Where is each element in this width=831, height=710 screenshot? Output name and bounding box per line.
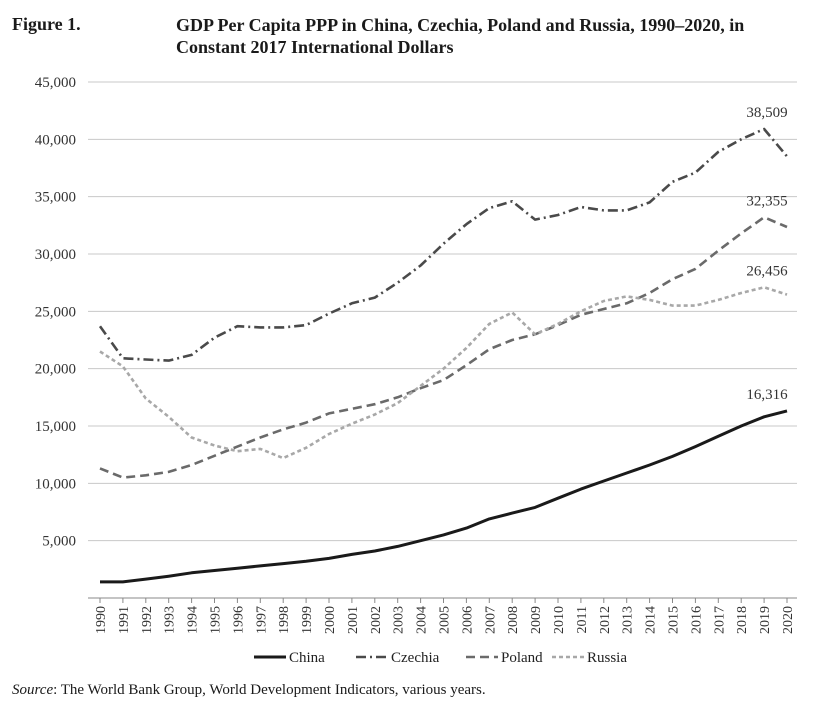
source-label: Source [12, 682, 54, 698]
series-line-czechia [98, 127, 788, 362]
series-line-russia [99, 285, 788, 460]
x-tick-label: 1997 [254, 606, 269, 634]
x-tick-label: 2020 [781, 606, 796, 634]
y-tick-label: 25,000 [35, 304, 76, 320]
legend-label-russia: Russia [587, 650, 627, 666]
grid [88, 81, 797, 542]
x-tick-label: 1999 [300, 606, 315, 634]
y-axis: 5,000 10,000 15,000 20,000 25,000 30,000 35,00… [35, 75, 76, 550]
x-tick-label: 2017 [712, 606, 727, 634]
chart-title: GDP Per Capita PPP in China, Czechia, Po… [176, 15, 745, 57]
x-tick-label: 2000 [323, 606, 338, 634]
y-tick-label: 35,000 [35, 190, 76, 206]
x-axis: 1990 1991 1992 1993 1994 1995 1996 1997 1998 1999… [88, 597, 797, 634]
end-label-poland: 32,355 [746, 193, 787, 209]
x-tick-label: 2007 [483, 606, 498, 634]
end-label-czechia: 38,509 [746, 105, 787, 121]
x-tick-label: 2006 [460, 606, 475, 634]
x-tick-label: 1991 [117, 606, 132, 634]
legend: China Czechia Poland Russia [254, 650, 627, 666]
x-tick-label: 2003 [392, 606, 407, 634]
x-tick-label: 2001 [346, 606, 361, 634]
legend-label-poland: Poland [501, 650, 543, 666]
end-label-russia: 26,456 [746, 263, 788, 279]
y-tick-label: 45,000 [35, 75, 76, 91]
x-tick-label: 2013 [621, 606, 636, 634]
source-text: : The World Bank Group, World Developmen… [53, 682, 486, 698]
x-tick-label: 2015 [667, 606, 682, 634]
x-tick-label: 2009 [529, 606, 544, 634]
x-tick-label: 2008 [506, 606, 521, 634]
x-tick-label: 2016 [689, 606, 704, 634]
x-tick-label: 2019 [758, 606, 773, 634]
x-tick-label: 2004 [415, 606, 430, 634]
x-tick-label: 1990 [94, 606, 109, 634]
legend-label-china: China [289, 650, 325, 666]
series-line-poland [99, 216, 788, 479]
y-tick-label: 20,000 [35, 362, 76, 378]
source-note: Source: The World Bank Group, World Deve… [12, 682, 486, 699]
x-tick-label: 2002 [369, 606, 384, 634]
legend-label-czechia: Czechia [391, 650, 440, 666]
x-tick-label: 2010 [552, 606, 567, 634]
x-tick-label: 1994 [186, 606, 201, 634]
end-labels: 16,316 38,509 32,355 26,456 [746, 105, 788, 403]
end-label-china: 16,316 [746, 387, 788, 403]
chart: 5,000 10,000 15,000 20,000 25,000 30,000 35,00… [35, 75, 797, 666]
x-tick-label: 1995 [209, 606, 224, 634]
x-tick-label: 1992 [140, 606, 155, 634]
y-tick-label: 15,000 [35, 419, 76, 435]
figure-label: Figure 1. [12, 14, 81, 34]
y-tick-label: 5,000 [42, 534, 76, 550]
x-tick-label: 2005 [438, 606, 453, 634]
y-tick-label: 30,000 [35, 247, 76, 263]
x-tick-label: 2014 [644, 606, 659, 634]
x-tick-label: 2012 [598, 606, 613, 634]
x-tick-label: 1998 [277, 606, 292, 634]
x-tick-label: 1996 [231, 606, 246, 634]
x-tick-label: 1993 [163, 606, 178, 634]
x-tick-label: 2018 [735, 606, 750, 634]
series-group [98, 127, 788, 584]
series-line-china [100, 409, 788, 584]
y-tick-label: 40,000 [35, 132, 76, 148]
x-tick-label: 2011 [575, 606, 590, 633]
y-tick-label: 10,000 [35, 476, 76, 492]
